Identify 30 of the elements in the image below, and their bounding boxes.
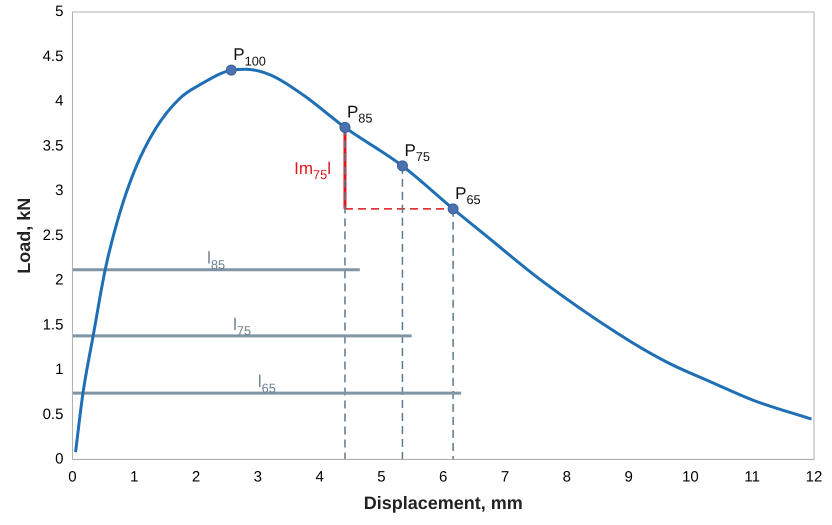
x-tick-label: 1 xyxy=(130,468,138,486)
y-tick-label: 1 xyxy=(55,361,64,378)
x-tick-label: 9 xyxy=(624,468,633,486)
y-tick-label: 1.5 xyxy=(42,316,64,334)
x-tick-label: 3 xyxy=(254,468,262,486)
y-axis-title: Load, kN xyxy=(14,198,34,274)
x-tick-label: 6 xyxy=(439,468,448,486)
y-tick-label: 2 xyxy=(55,272,64,289)
x-tick-label: 2 xyxy=(192,468,200,486)
point xyxy=(396,160,408,172)
y-tick-label: 3.5 xyxy=(42,137,64,154)
x-tick-label: 12 xyxy=(806,468,822,486)
y-tick-label: 0 xyxy=(55,450,64,468)
x-tick-label: 5 xyxy=(377,468,386,486)
x-tick-label: 0 xyxy=(68,468,77,486)
x-tick-label: 11 xyxy=(744,468,760,486)
y-tick-label: 5 xyxy=(55,3,64,20)
y-tick-label: 4.5 xyxy=(42,48,64,65)
point xyxy=(448,203,459,214)
x-tick-label: 8 xyxy=(562,468,571,486)
point xyxy=(226,64,237,76)
x-tick-label: 7 xyxy=(500,468,510,486)
y-tick-label: 4 xyxy=(55,92,64,110)
y-tick-label: 0.5 xyxy=(42,406,64,423)
x-tick-label: 10 xyxy=(682,468,699,486)
y-tick-label: 2.5 xyxy=(42,226,64,244)
y-tick-label: 3 xyxy=(55,182,64,200)
x-axis-title: Displacement, mm xyxy=(364,493,523,514)
point xyxy=(339,122,350,133)
x-tick-label: 4 xyxy=(315,468,324,486)
